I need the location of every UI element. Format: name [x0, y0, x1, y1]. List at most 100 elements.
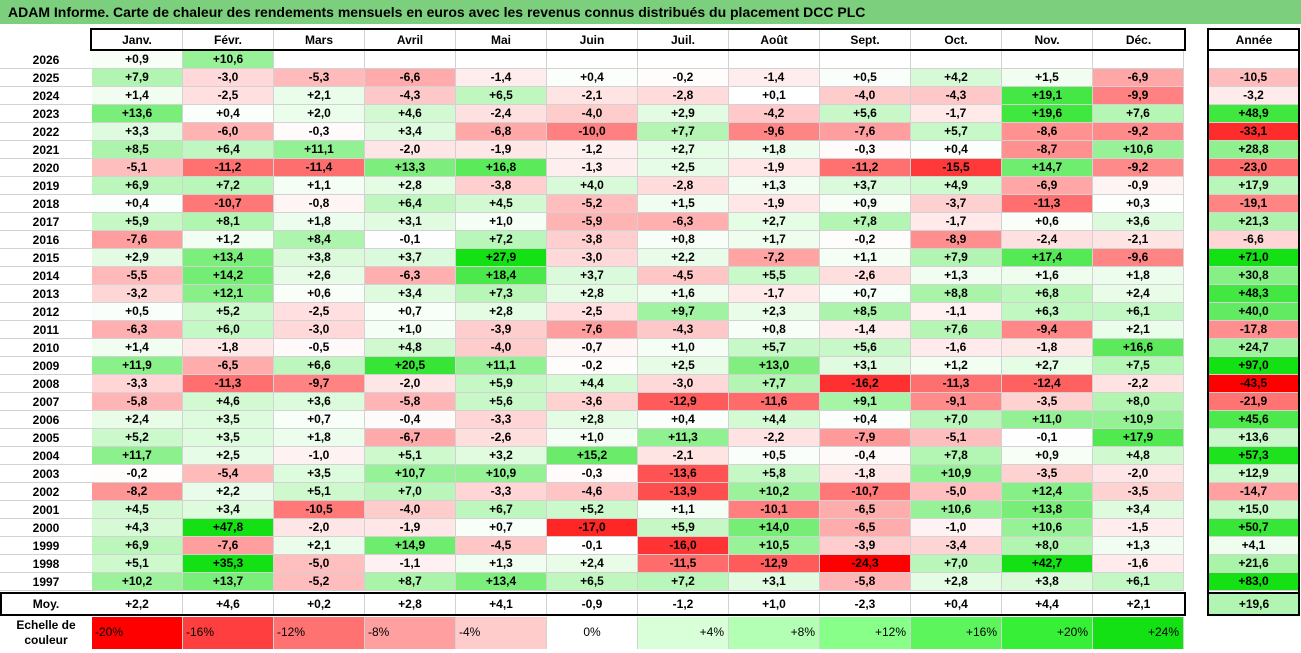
month-cell: -16,0: [638, 537, 729, 555]
month-cell: +5,5: [729, 267, 820, 285]
month-cell: -5,2: [274, 573, 365, 591]
month-cell: -0,4: [820, 447, 911, 465]
month-cell: +8,5: [820, 303, 911, 321]
month-cell: -11,4: [274, 159, 365, 177]
month-cell: -6,5: [820, 501, 911, 519]
scale-swatch: -16%: [183, 617, 274, 649]
month-cell: +4,4: [729, 411, 820, 429]
month-cell: +0,4: [820, 411, 911, 429]
year-label: 2024: [0, 87, 92, 105]
month-cell: +14,7: [1002, 159, 1093, 177]
month-cell: [547, 51, 638, 69]
month-cell: +2,8: [911, 573, 1002, 591]
month-cell: -1,8: [820, 465, 911, 483]
month-cell: -0,1: [365, 231, 456, 249]
month-cell: -2,0: [365, 375, 456, 393]
month-cell: +16,8: [456, 159, 547, 177]
month-cell: +7,0: [365, 483, 456, 501]
year-label: 2023: [0, 105, 92, 123]
month-cell: -6,8: [456, 123, 547, 141]
month-cell: +5,8: [729, 465, 820, 483]
annual-cell: +57,3: [1209, 447, 1299, 465]
month-cell: +0,7: [365, 303, 456, 321]
month-cell: -6,5: [183, 357, 274, 375]
average-cell: +4,4: [1002, 594, 1093, 614]
month-cell: -1,0: [274, 447, 365, 465]
month-cell: +2,2: [638, 249, 729, 267]
month-cell: [1093, 51, 1184, 69]
month-cell: +10,5: [729, 537, 820, 555]
month-cell: +1,1: [638, 501, 729, 519]
average-cell: +0,4: [911, 594, 1002, 614]
month-cell: +2,8: [456, 303, 547, 321]
month-cell: -2,6: [456, 429, 547, 447]
month-cell: -3,0: [183, 69, 274, 87]
annual-cell: -19,1: [1209, 195, 1299, 213]
average-cell: +2,2: [92, 594, 183, 614]
month-cell: -10,7: [183, 195, 274, 213]
month-cell: -1,1: [365, 555, 456, 573]
month-cell: +5,1: [365, 447, 456, 465]
month-cell: -1,7: [729, 285, 820, 303]
month-cell: +2,9: [638, 105, 729, 123]
year-label: 2009: [0, 357, 92, 375]
annual-cell: -33,1: [1209, 123, 1299, 141]
month-cell: -1,6: [911, 339, 1002, 357]
month-cell: +0,7: [820, 285, 911, 303]
month-cell: +2,8: [365, 177, 456, 195]
month-cell: +10,7: [365, 465, 456, 483]
annual-cell: -23,0: [1209, 159, 1299, 177]
month-cell: -3,8: [456, 177, 547, 195]
month-cell: -11,5: [638, 555, 729, 573]
month-cell: -1,2: [547, 141, 638, 159]
month-cell: -0,2: [547, 357, 638, 375]
month-cell: +3,4: [365, 285, 456, 303]
annual-header: Année: [1235, 33, 1273, 47]
month-cell: -1,4: [729, 69, 820, 87]
month-cell: -0,1: [1002, 429, 1093, 447]
scale-swatch: 0%: [547, 617, 638, 649]
month-cell: -12,4: [1002, 375, 1093, 393]
month-cell: +0,5: [820, 69, 911, 87]
month-cell: +4,9: [911, 177, 1002, 195]
month-cell: [365, 51, 456, 69]
month-cell: +6,1: [1093, 303, 1184, 321]
month-cell: +27,9: [456, 249, 547, 267]
annual-cell: +50,7: [1209, 519, 1299, 537]
month-cell: +12,4: [1002, 483, 1093, 501]
month-cell: +0,8: [729, 321, 820, 339]
month-cell: +13,7: [183, 573, 274, 591]
annual-cell: -3,2: [1209, 87, 1299, 105]
year-label: 1997: [0, 573, 92, 591]
month-cell: +2,4: [547, 555, 638, 573]
month-cell: +7,8: [911, 447, 1002, 465]
month-cell: +18,4: [456, 267, 547, 285]
month-cell: +10,9: [456, 465, 547, 483]
scale-swatch: -8%: [365, 617, 456, 649]
month-cell: [729, 51, 820, 69]
month-cell: -10,1: [729, 501, 820, 519]
month-cell: -1,8: [1002, 339, 1093, 357]
month-cell: +4,0: [547, 177, 638, 195]
month-cell: +11,1: [456, 357, 547, 375]
month-cell: -6,9: [1093, 69, 1184, 87]
month-cell: +47,8: [183, 519, 274, 537]
month-cell: -8,6: [1002, 123, 1093, 141]
month-cell: +3,8: [274, 249, 365, 267]
annual-cell: [1209, 51, 1299, 69]
month-cell: +2,8: [547, 411, 638, 429]
month-cell: -2,0: [274, 519, 365, 537]
average-label: Moy.: [32, 597, 60, 611]
month-cell: -4,0: [456, 339, 547, 357]
month-cell: -15,5: [911, 159, 1002, 177]
month-cell: +11,1: [274, 141, 365, 159]
month-cell: +1,2: [183, 231, 274, 249]
month-cell: -0,2: [92, 465, 183, 483]
scale-label: Echelle de couleur: [16, 618, 76, 647]
month-cell: -8,9: [911, 231, 1002, 249]
annual-cell: -14,7: [1209, 483, 1299, 501]
month-cell: +0,9: [1002, 447, 1093, 465]
column-header: Mai: [456, 30, 547, 50]
month-cell: -5,4: [183, 465, 274, 483]
